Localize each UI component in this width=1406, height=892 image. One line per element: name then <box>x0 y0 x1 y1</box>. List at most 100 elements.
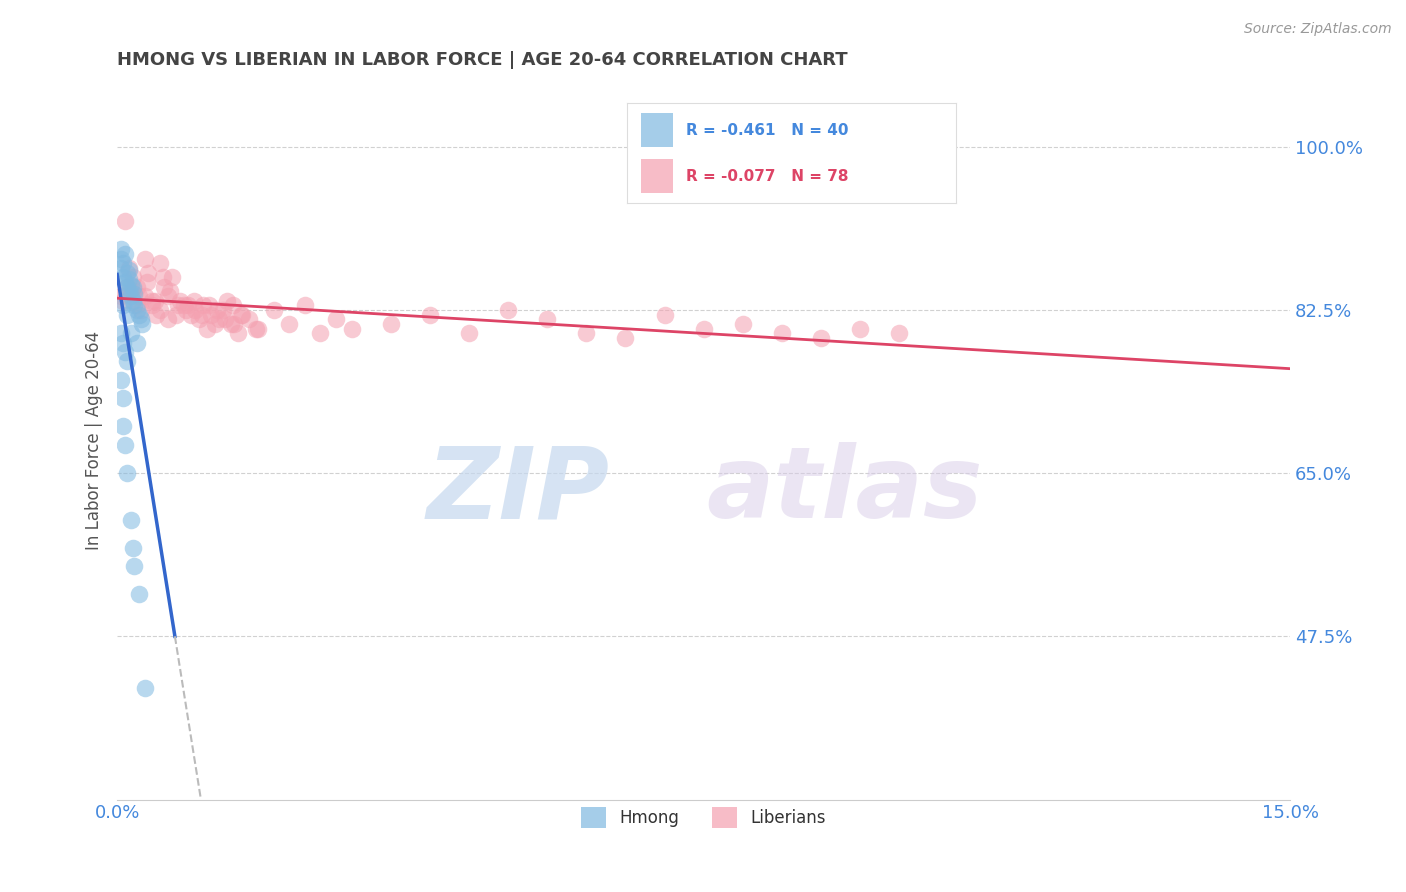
Point <box>112 270 135 285</box>
Point <box>131 317 153 331</box>
Point <box>112 335 135 350</box>
Point <box>207 302 229 317</box>
Point <box>193 298 215 312</box>
Point <box>110 242 132 256</box>
Text: atlas: atlas <box>706 442 983 539</box>
Point <box>128 289 150 303</box>
Point <box>118 284 141 298</box>
Point <box>246 321 269 335</box>
Point <box>174 302 197 317</box>
Point <box>231 308 253 322</box>
Point <box>160 270 183 285</box>
Point <box>121 541 143 555</box>
Point <box>124 298 146 312</box>
Y-axis label: In Labor Force | Age 20-64: In Labor Force | Age 20-64 <box>86 331 103 550</box>
Point <box>204 317 226 331</box>
Point <box>208 312 231 326</box>
Point <box>112 256 135 270</box>
Point <box>309 326 332 341</box>
Text: Source: ZipAtlas.com: Source: ZipAtlas.com <box>1244 22 1392 37</box>
Point <box>263 302 285 317</box>
Point <box>141 293 163 308</box>
Point <box>458 326 481 341</box>
Point <box>118 272 141 286</box>
Point <box>215 293 238 308</box>
Point <box>229 308 252 322</box>
Point <box>120 289 142 303</box>
Point <box>143 293 166 308</box>
Point <box>849 321 872 335</box>
Point <box>188 312 211 326</box>
Point <box>810 331 832 345</box>
Point <box>165 308 187 322</box>
Point <box>180 308 202 322</box>
Point <box>114 214 136 228</box>
Point <box>692 321 714 335</box>
Text: ZIP: ZIP <box>427 442 610 539</box>
Point <box>238 312 260 326</box>
Point <box>294 298 316 312</box>
Point <box>115 266 138 280</box>
Point <box>125 302 148 317</box>
Point <box>198 298 221 312</box>
Point <box>173 298 195 312</box>
Point <box>228 326 250 341</box>
Point <box>125 335 148 350</box>
Point <box>114 275 136 289</box>
Point <box>245 321 267 335</box>
Legend: Hmong, Liberians: Hmong, Liberians <box>574 801 832 834</box>
Point <box>575 326 598 341</box>
Point <box>120 277 142 292</box>
Point <box>159 284 181 298</box>
Point <box>145 308 167 322</box>
Point <box>654 308 676 322</box>
Point <box>135 275 157 289</box>
Point <box>110 326 132 341</box>
Point <box>134 289 156 303</box>
Point <box>115 354 138 368</box>
Point <box>152 270 174 285</box>
Point <box>112 293 135 308</box>
Point <box>176 298 198 312</box>
Point <box>219 317 242 331</box>
Point <box>211 302 233 317</box>
Point <box>112 298 135 312</box>
Point <box>128 308 150 322</box>
Point <box>222 298 245 312</box>
Point <box>156 289 179 303</box>
Point <box>195 321 218 335</box>
Point <box>496 302 519 317</box>
Point <box>124 287 146 301</box>
Point <box>110 289 132 303</box>
Point <box>121 279 143 293</box>
Point <box>278 317 301 331</box>
Point <box>114 438 136 452</box>
Point <box>183 293 205 308</box>
Point <box>325 312 347 326</box>
Point <box>419 308 441 322</box>
Point <box>121 293 143 308</box>
Point <box>115 279 138 293</box>
Point <box>128 587 150 601</box>
Point <box>200 308 222 322</box>
Point <box>114 344 136 359</box>
Point <box>224 317 246 331</box>
Point <box>614 331 637 345</box>
Point <box>111 419 134 434</box>
Point <box>121 270 143 285</box>
Text: HMONG VS LIBERIAN IN LABOR FORCE | AGE 20-64 CORRELATION CHART: HMONG VS LIBERIAN IN LABOR FORCE | AGE 2… <box>117 51 848 69</box>
Point <box>125 279 148 293</box>
Point <box>149 256 172 270</box>
Point <box>887 326 910 341</box>
Point <box>770 326 793 341</box>
Point <box>124 284 146 298</box>
Point <box>120 326 142 341</box>
Point <box>118 262 141 277</box>
Point <box>110 252 132 266</box>
Point <box>731 317 754 331</box>
Point <box>118 260 141 275</box>
Point <box>169 293 191 308</box>
Point <box>167 298 190 312</box>
Point <box>536 312 558 326</box>
Point <box>156 312 179 326</box>
